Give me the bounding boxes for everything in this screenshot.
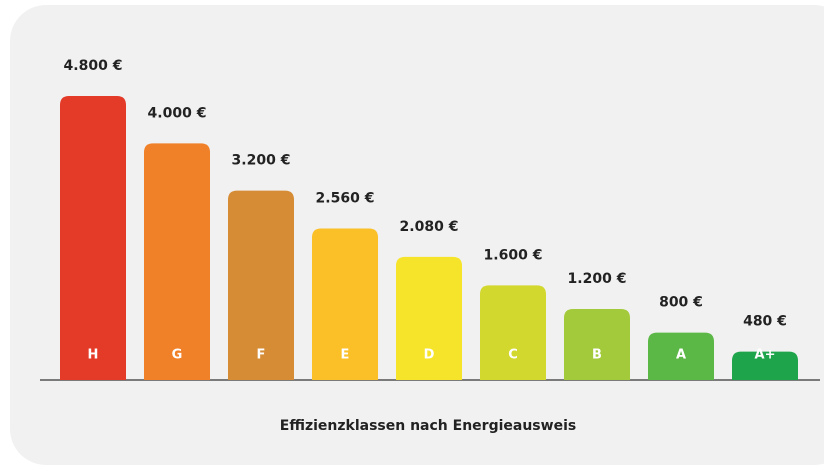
category-label: C bbox=[508, 348, 518, 363]
bar bbox=[60, 96, 126, 380]
bar bbox=[480, 285, 546, 380]
value-label: 2.080 € bbox=[400, 219, 459, 235]
card bbox=[10, 5, 824, 465]
value-label: 4.000 € bbox=[148, 105, 207, 121]
bar bbox=[732, 351, 798, 380]
category-label: E bbox=[341, 348, 350, 363]
bar bbox=[396, 256, 462, 380]
category-label: D bbox=[424, 348, 435, 363]
value-label: 3.200 € bbox=[232, 153, 291, 169]
bar bbox=[648, 332, 714, 380]
value-label: 4.800 € bbox=[64, 58, 123, 74]
category-label: A bbox=[676, 348, 686, 363]
value-label: 2.560 € bbox=[316, 191, 375, 207]
category-label: G bbox=[172, 348, 183, 363]
value-label: 1.200 € bbox=[568, 271, 627, 287]
bar bbox=[564, 309, 630, 380]
value-label: 800 € bbox=[659, 295, 703, 311]
category-label: A+ bbox=[755, 348, 776, 363]
category-label: F bbox=[257, 348, 266, 363]
bar bbox=[312, 228, 378, 380]
category-label: H bbox=[88, 348, 99, 363]
value-label: 480 € bbox=[743, 314, 787, 330]
bar bbox=[144, 143, 210, 380]
bar bbox=[228, 190, 294, 380]
x-axis-label: Effizienzklassen nach Energieausweis bbox=[280, 418, 576, 434]
category-label: B bbox=[592, 348, 602, 363]
value-label: 1.600 € bbox=[484, 247, 543, 263]
